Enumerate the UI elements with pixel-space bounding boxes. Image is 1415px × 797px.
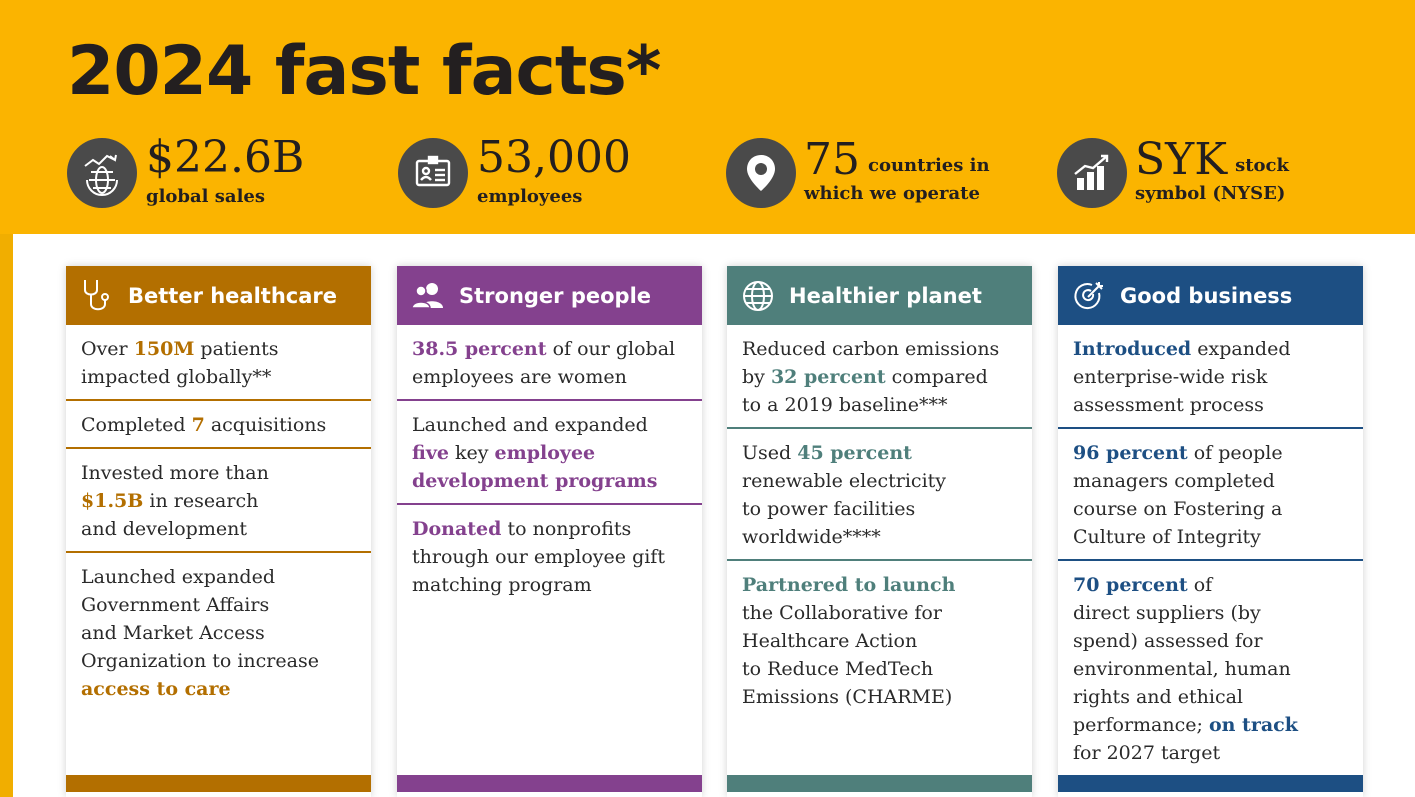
stat-value: 75 xyxy=(804,134,860,185)
card-title: Stronger people xyxy=(459,283,652,308)
stat-label-line2: symbol (NYSE) xyxy=(1135,183,1286,204)
stat-value-row: SYK stock xyxy=(1135,138,1289,182)
card-title: Good business xyxy=(1120,283,1293,308)
stat-label: employees xyxy=(477,186,583,207)
target-icon xyxy=(1058,279,1120,313)
fact-item: Launched and expanded five key employee … xyxy=(397,401,702,505)
stat-label-line1: countries in xyxy=(868,155,990,176)
stat-value: $22.6B xyxy=(146,132,305,183)
people-icon xyxy=(397,280,459,312)
fact-item: 96 percent of people managers completed … xyxy=(1058,429,1363,561)
card-header: Good business xyxy=(1058,266,1363,325)
card-better-healthcare: Better healthcare Over 150M patients imp… xyxy=(66,266,371,797)
globe-chart-icon xyxy=(67,138,137,208)
card-title: Better healthcare xyxy=(128,283,338,308)
fact-item: Launched expanded Government Affairs and… xyxy=(81,566,319,700)
fact-item: Reduced carbon emissions by 32 percent c… xyxy=(727,325,1032,429)
header-banner xyxy=(0,0,1415,234)
page-title: 2024 fast facts* xyxy=(67,32,661,111)
stat-countries: 75 countries in which we operate xyxy=(726,136,1026,210)
globe-icon xyxy=(727,279,789,313)
card-footer-bar xyxy=(66,775,371,792)
id-badge-icon xyxy=(398,138,468,208)
card-header: Better healthcare xyxy=(66,266,371,325)
stat-value: 53,000 xyxy=(477,132,631,183)
card-header: Stronger people xyxy=(397,266,702,325)
fact-item: 70 percent of direct suppliers (by spend… xyxy=(1073,574,1298,764)
fact-item: Donated to nonprofits through our employ… xyxy=(412,518,665,596)
card-stronger-people: Stronger people 38.5 percent of our glob… xyxy=(397,266,702,797)
stat-label-line2: which we operate xyxy=(804,183,980,204)
stat-global-sales: $22.6B global sales xyxy=(67,136,327,210)
fact-item: Invested more than $1.5B in research and… xyxy=(66,449,371,553)
card-good-business: Good business Introduced expanded enterp… xyxy=(1058,266,1363,797)
stat-value: SYK xyxy=(1135,134,1228,185)
stat-label-line1: stock xyxy=(1235,155,1289,176)
fact-item: Over 150M patients impacted globally** xyxy=(66,325,371,401)
card-footer-bar xyxy=(727,775,1032,792)
card-footer-bar xyxy=(397,775,702,792)
stat-employees: 53,000 employees xyxy=(398,136,658,210)
card-footer-bar xyxy=(1058,775,1363,792)
card-title: Healthier planet xyxy=(789,283,982,308)
fact-item: 38.5 percent of our global employees are… xyxy=(397,325,702,401)
left-accent-strip xyxy=(0,234,13,797)
fact-item: Used 45 percent renewable electricity to… xyxy=(727,429,1032,561)
fact-item: Completed 7 acquisitions xyxy=(66,401,371,449)
stat-label: global sales xyxy=(146,186,266,207)
fact-item: Introduced expanded enterprise-wide risk… xyxy=(1058,325,1363,429)
fact-item: Partnered to launch the Collaborative fo… xyxy=(742,574,956,708)
stat-value-row: 75 countries in xyxy=(804,138,990,182)
card-header: Healthier planet xyxy=(727,266,1032,325)
map-pin-icon xyxy=(726,138,796,208)
bar-chart-icon xyxy=(1057,138,1127,208)
stat-stock-symbol: SYK stock symbol (NYSE) xyxy=(1057,136,1317,210)
card-healthier-planet: Healthier planet Reduced carbon emission… xyxy=(727,266,1032,797)
stethoscope-icon xyxy=(66,276,128,316)
